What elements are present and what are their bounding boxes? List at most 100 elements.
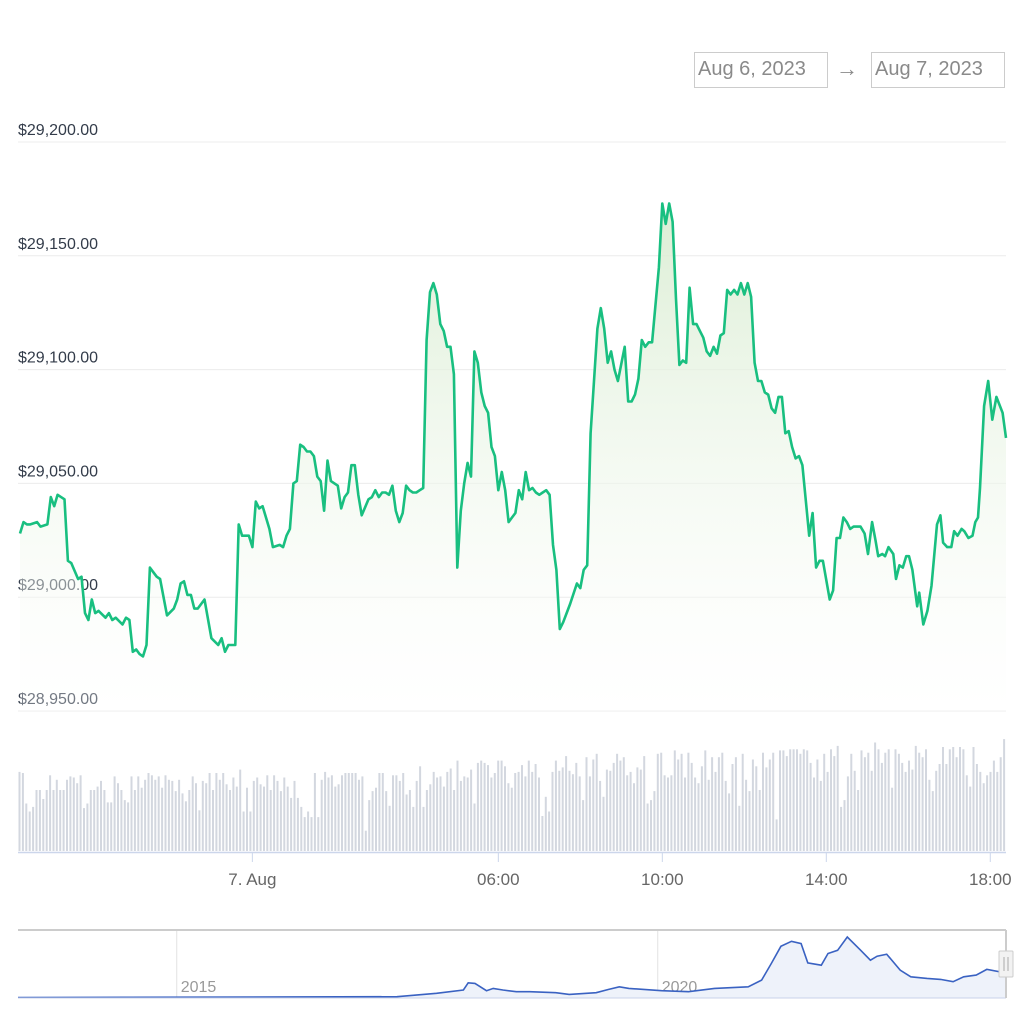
volume-bar [232,777,235,851]
volume-bar [310,817,313,851]
volume-bar [619,760,622,851]
volume-bar [897,753,900,851]
navigator[interactable]: 2015 2020 [17,929,1014,999]
navigator-handle[interactable] [998,950,1014,978]
volume-bar [507,783,510,851]
volume-bar [816,759,819,851]
volume-bar [853,770,856,851]
volume-bar [208,773,211,851]
volume-bar [408,790,411,851]
volume-bar [779,750,781,851]
volume-bar [429,784,432,851]
volume-bar [548,811,551,851]
volume-bar [164,775,167,851]
volume-bar [256,777,259,851]
volume-bar [952,747,955,851]
volume-bar [504,766,506,852]
volume-bar [341,775,343,851]
volume-bar [470,769,473,851]
volume-bar [782,750,785,851]
volume-bar [147,773,150,851]
volume-bar [711,757,714,851]
volume-bar [249,811,252,851]
volume-bar [599,780,602,851]
volume-bar [279,791,282,851]
volume-bar [609,770,612,851]
volume-bar [690,762,693,851]
volume-bar [792,749,795,851]
volume-bar [565,756,568,851]
volume-bar [266,775,269,851]
volume-bar [307,811,310,851]
volume-bar [103,790,106,851]
volume-bar [392,775,394,851]
volume-bar [422,806,425,851]
volume-bar [317,817,320,851]
y-tick-label: $29,200.00 [18,122,98,139]
x-tick-label: 14:00 [805,870,848,889]
volume-bar [673,750,676,851]
volume-bar [395,775,398,851]
volume-bar [860,750,863,851]
volume-bar [616,753,619,851]
volume-bar [969,786,972,851]
volume-bar [911,769,914,851]
volume-bar [748,791,751,851]
volume-bar [120,790,123,851]
volume-bar [660,752,663,851]
volume-bar [150,775,153,851]
volume-bar [887,749,890,851]
volume-bar [300,806,303,851]
volume-bar [595,753,598,851]
volume-bar [127,802,130,851]
volume-bar [334,786,337,851]
volume-bar [436,777,439,851]
volume-bar [178,779,181,851]
volume-bar [222,773,225,851]
volume-bar [49,775,52,851]
volume-bar [412,806,415,851]
volume-bar [330,775,333,851]
price-line[interactable] [18,202,1008,658]
volume-bar [86,803,89,851]
volume-bar [140,787,143,851]
volume-bar [517,771,520,851]
volume-bar [762,752,764,851]
volume-bar [527,760,530,851]
volume-bar [184,801,187,851]
volume-bar [324,771,327,851]
volume-bar [259,784,262,851]
volume-bar [347,773,350,851]
range-from-input[interactable]: Aug 6, 2023 [694,52,828,88]
volume-bar [174,791,177,851]
volume-bar [908,760,910,851]
volume-bar [205,783,208,851]
volume-bar [344,773,347,851]
volume-bar [89,790,92,851]
volume-bar [123,800,126,851]
volume-bar [979,771,982,851]
volume-bar [880,762,883,851]
volume-bar [72,777,75,851]
volume-bar [361,776,364,851]
volume-bar [66,779,68,851]
volume-bar [850,753,853,851]
volume-bar [252,780,255,851]
volume-bar [605,769,608,851]
volume-bar [239,769,242,851]
volume-bar [201,780,204,851]
volume-bar [269,790,272,851]
volume-bar [870,770,873,851]
volume-bar [351,773,354,851]
volume-bar [728,793,731,851]
volume-bar [571,774,574,851]
range-to-input[interactable]: Aug 7, 2023 [871,52,1005,88]
volume-bar [650,800,652,851]
volume-bar [28,811,31,851]
volume-bar [531,771,534,851]
volume-bar [799,753,802,851]
navigator-line [17,935,1007,999]
volume-bar [629,771,632,851]
volume-bar [286,786,289,851]
